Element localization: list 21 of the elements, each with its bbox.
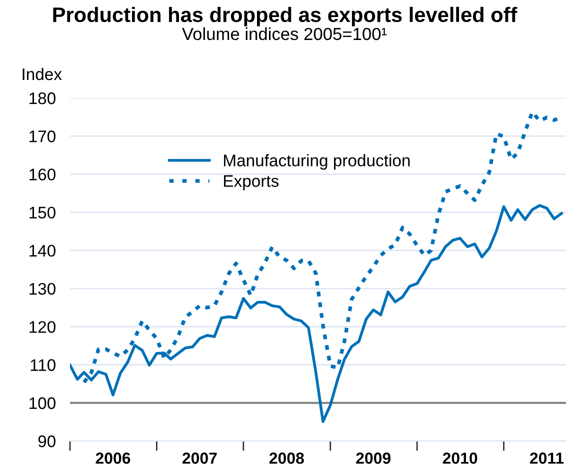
chart-subtitle: Volume indices 2005=100¹ [182,27,387,40]
x-tick-label: 2006 [96,452,130,464]
x-tick-label: 2008 [269,452,304,464]
legend-label: Exports [224,175,279,190]
y-tick-label: 140 [30,244,56,257]
y-tick-label: 130 [30,282,56,295]
x-tick-label: 2011 [530,452,564,464]
x-tick-label: 2007 [182,452,217,464]
y-tick-label: 150 [30,206,56,219]
y-tick-label: 170 [30,130,56,142]
y-tick-label: 90 [38,435,56,448]
x-tick-label: 2010 [442,452,478,464]
y-tick-label: 120 [30,321,56,333]
y-axis-title: Index [22,68,62,80]
y-tick-label: 100 [30,397,56,410]
y-tick-label: 180 [30,92,56,104]
y-tick-label: 160 [30,168,56,180]
legend-label: Manufacturing production [224,154,410,170]
chart-title: Production has dropped as exports levelled off [53,6,518,26]
y-tick-label: 110 [30,359,56,371]
x-tick-label: 2009 [356,452,391,464]
